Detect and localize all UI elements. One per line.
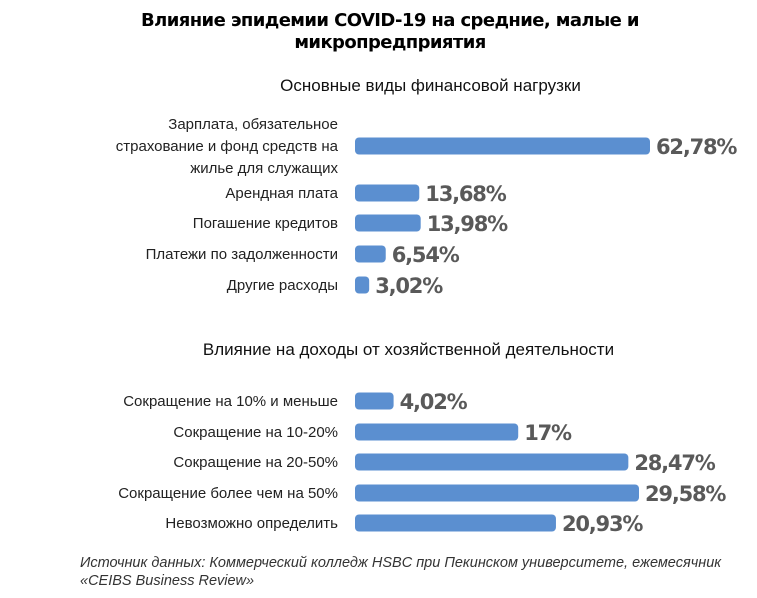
category-label-2-5: Невозможно определить: [165, 515, 338, 532]
source-note: Источник данных: Коммерческий колледж HS…: [80, 555, 722, 589]
value-label-1-2: 13,68%: [425, 182, 506, 206]
chart-2-title: Влияние на доходы от хозяйственной деяте…: [202, 340, 615, 359]
category-label-1-5: Другие расходы: [227, 277, 338, 294]
category-label-2-1: Сокращение на 10% и меньше: [123, 393, 338, 410]
bar-2-3: [355, 453, 629, 471]
category-label-2-3: Сокращение на 20-50%: [173, 454, 338, 471]
value-label-1-4: 6,54%: [392, 243, 460, 267]
value-label-1-5: 3,02%: [375, 274, 443, 298]
value-label-2-1: 4,02%: [400, 390, 468, 414]
category-label-1-3: Погашение кредитов: [193, 215, 338, 232]
category-label-1-4: Платежи по задолженности: [146, 246, 338, 263]
category-label-2-2: Сокращение на 10-20%: [173, 424, 338, 441]
category-label-2-4: Сокращение более чем на 50%: [118, 485, 338, 502]
bar-1-2: [355, 184, 420, 202]
bar-2-5: [355, 514, 556, 532]
value-label-2-2: 17%: [524, 421, 572, 445]
bar-2-4: [355, 484, 639, 502]
value-label-2-3: 28,47%: [634, 451, 715, 475]
bar-1-4: [355, 245, 386, 263]
chart-1-title: Основные виды финансовой нагрузки: [280, 76, 581, 95]
bar-1-3: [355, 214, 421, 232]
value-label-2-4: 29,58%: [645, 482, 726, 506]
value-label-1-1: 62,78%: [656, 135, 737, 159]
bar-2-1: [355, 392, 394, 410]
bar-2-2: [355, 423, 519, 441]
bar-1-5: [355, 276, 370, 294]
chart-title: Влияние эпидемии COVID-19 на средние, ма…: [141, 10, 640, 53]
bar-1-1: [355, 137, 650, 155]
value-label-1-3: 13,98%: [427, 212, 508, 236]
category-label-1-1: Зарплата, обязательное страхование и фонд…: [116, 116, 339, 177]
value-label-2-5: 20,93%: [562, 512, 643, 536]
category-label-1-2: Арендная плата: [225, 185, 338, 202]
